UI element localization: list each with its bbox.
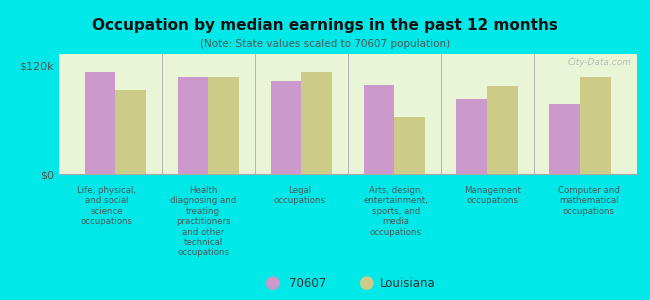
Bar [487, 85, 518, 174]
Bar [394, 117, 425, 174]
Text: 70607: 70607 [289, 277, 326, 290]
Text: Life, physical,
and social
science
occupations: Life, physical, and social science occup… [77, 186, 136, 226]
Text: City-Data.com: City-Data.com [567, 58, 631, 67]
Bar [363, 85, 394, 174]
Text: ●: ● [265, 274, 281, 292]
Text: Legal
occupations: Legal occupations [274, 186, 326, 206]
Text: (Note: State values scaled to 70607 population): (Note: State values scaled to 70607 popu… [200, 39, 450, 49]
Bar [116, 90, 146, 174]
Text: Management
occupations: Management occupations [464, 186, 521, 206]
Bar [549, 103, 580, 174]
Text: Arts, design,
entertainment,
sports, and
media
occupations: Arts, design, entertainment, sports, and… [363, 186, 428, 237]
Bar [209, 76, 239, 174]
Bar [177, 76, 209, 174]
Text: Computer and
mathematical
occupations: Computer and mathematical occupations [558, 186, 619, 216]
Bar [302, 72, 332, 174]
Text: Occupation by median earnings in the past 12 months: Occupation by median earnings in the pas… [92, 18, 558, 33]
Text: Louisiana: Louisiana [380, 277, 436, 290]
Text: ●: ● [359, 274, 375, 292]
Bar [456, 99, 487, 174]
Bar [580, 76, 611, 174]
Bar [270, 81, 302, 174]
Bar [84, 72, 116, 174]
Text: Health
diagnosing and
treating
practitioners
and other
technical
occupations: Health diagnosing and treating practitio… [170, 186, 236, 257]
